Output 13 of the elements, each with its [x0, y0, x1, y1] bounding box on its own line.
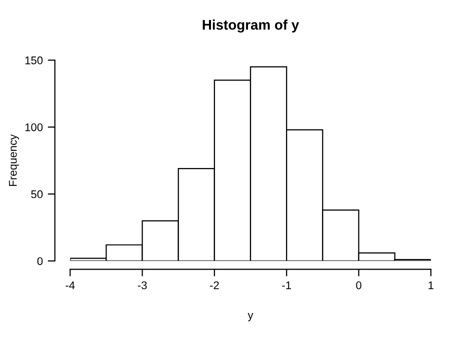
chart-title: Histogram of y: [202, 20, 300, 33]
x-tick-label: -3: [138, 281, 147, 290]
y-tick-label: 0: [37, 257, 43, 266]
x-tick-label: -1: [282, 281, 291, 290]
x-tick-label: -2: [210, 281, 219, 290]
x-axis-title: y: [248, 313, 254, 322]
y-axis-title: Frequency: [9, 134, 19, 186]
y-tick-label: 100: [25, 123, 43, 132]
y-tick-label: 50: [31, 190, 43, 198]
x-tick-label: 1: [428, 281, 434, 290]
y-tick-label: 150: [25, 56, 43, 64]
x-tick-label: 0: [356, 281, 362, 290]
x-tick-label: -4: [66, 281, 75, 290]
